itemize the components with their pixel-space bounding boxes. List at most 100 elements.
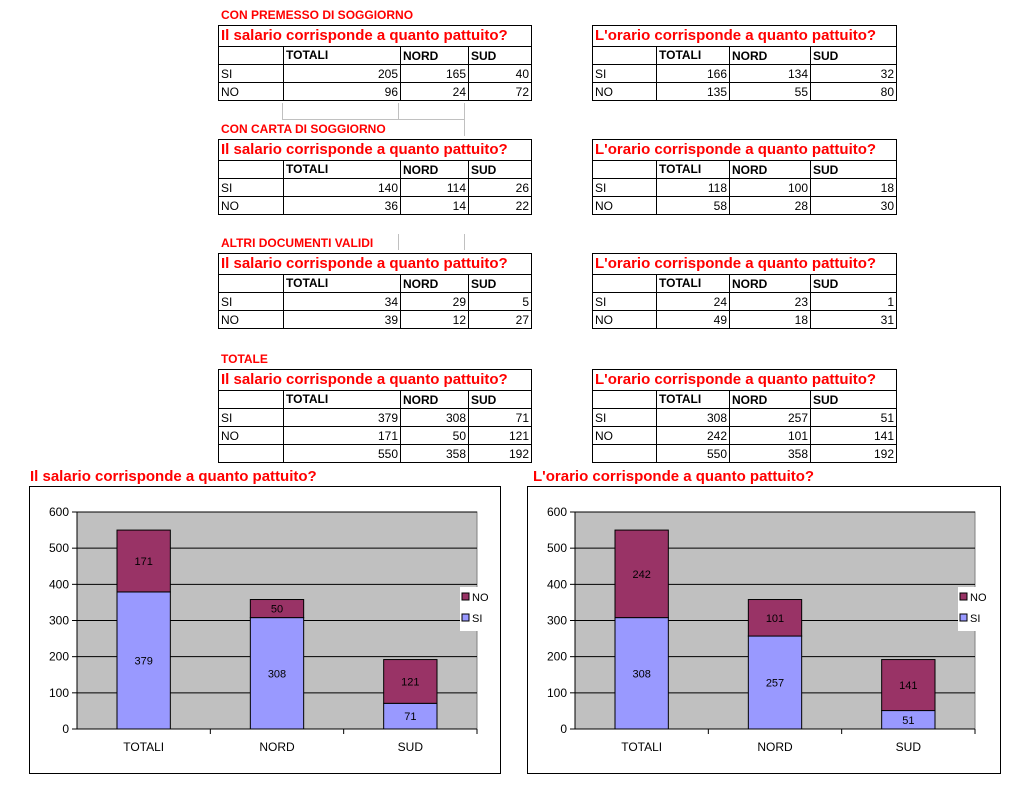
header-sud: SUD xyxy=(810,390,897,409)
orario-table-carta: L'orario corrisponde a quanto pattuito? … xyxy=(592,139,897,215)
cell-value: 12 xyxy=(400,310,469,329)
table-row: SI 118 100 18 xyxy=(592,178,897,197)
table-row: SI 34 29 5 xyxy=(218,292,532,311)
table-row: NO 49 18 31 xyxy=(592,310,897,329)
cell-value: 29 xyxy=(400,292,469,311)
cell-value: 257 xyxy=(729,408,811,427)
table-row: SI 166 134 32 xyxy=(592,64,897,83)
data-label: 171 xyxy=(134,556,152,568)
salario-table-carta: Il salario corrisponde a quanto pattuito… xyxy=(218,139,532,215)
header-nord: NORD xyxy=(400,390,469,409)
cell-value: 51 xyxy=(810,408,897,427)
y-tick-label: 400 xyxy=(49,577,69,591)
cell-value: 192 xyxy=(468,444,532,463)
cell-value: 121 xyxy=(468,426,532,445)
table-question: L'orario corrisponde a quanto pattuito? xyxy=(592,25,897,47)
header-sud: SUD xyxy=(468,160,532,179)
x-tick-label: SUD xyxy=(398,740,424,754)
table-corner-cell xyxy=(592,46,657,65)
data-label: 308 xyxy=(632,668,650,680)
header-totali: TOTALI xyxy=(656,274,730,293)
cell-value: 55 xyxy=(729,82,811,101)
section-title-carta: CON CARTA DI SOGGIORNO xyxy=(221,122,386,136)
cell-value: 22 xyxy=(468,196,532,215)
y-tick-label: 400 xyxy=(547,577,567,591)
header-totali: TOTALI xyxy=(283,46,401,65)
cell-value: 134 xyxy=(729,64,811,83)
cell-value: 72 xyxy=(468,82,532,101)
table-row: NO 135 55 80 xyxy=(592,82,897,101)
data-label: 379 xyxy=(134,655,152,667)
cell-value: 50 xyxy=(400,426,469,445)
header-totali: TOTALI xyxy=(656,46,730,65)
bar-no xyxy=(116,529,171,593)
cell-value: 165 xyxy=(400,64,469,83)
row-label: SI xyxy=(218,64,284,83)
cell-value: 114 xyxy=(400,178,469,197)
chart-orario-svg: 0 100 200 300 400 500 600 308 242 TOTALI 257 101 NOR… xyxy=(547,505,990,754)
chart-orario: 0 100 200 300 400 500 600 308 242 TOTALI 257 101 NOR… xyxy=(527,486,1001,774)
table-row: SI 308 257 51 xyxy=(592,408,897,427)
chart-title-salario: Il salario corrisponde a quanto pattuito… xyxy=(30,468,317,485)
orario-table-altri: L'orario corrisponde a quanto pattuito? … xyxy=(592,253,897,329)
table-question: L'orario corrisponde a quanto pattuito? xyxy=(592,253,897,275)
y-tick-label: 0 xyxy=(62,722,69,736)
cell-value: 140 xyxy=(283,178,401,197)
data-label: 257 xyxy=(766,678,784,690)
table-question: Il salario corrisponde a quanto pattuito… xyxy=(218,25,532,47)
header-nord: NORD xyxy=(400,46,469,65)
table-question: L'orario corrisponde a quanto pattuito? xyxy=(592,369,897,391)
table-question: Il salario corrisponde a quanto pattuito… xyxy=(218,139,532,161)
header-sud: SUD xyxy=(468,46,532,65)
header-nord: NORD xyxy=(729,390,811,409)
cell-value: 32 xyxy=(810,64,897,83)
table-row: SI 379 308 71 xyxy=(218,408,532,427)
cell-value: 39 xyxy=(283,310,401,329)
row-label: SI xyxy=(218,178,284,197)
legend-swatch xyxy=(461,592,470,601)
bar-no xyxy=(383,659,438,704)
y-tick-label: 300 xyxy=(49,614,69,628)
row-label: SI xyxy=(592,178,657,197)
cell-value: 550 xyxy=(656,444,730,463)
cell-value: 28 xyxy=(729,196,811,215)
data-label: 50 xyxy=(271,604,283,616)
cell-value: 141 xyxy=(810,426,897,445)
y-tick-label: 200 xyxy=(49,650,69,664)
cell-value: 34 xyxy=(283,292,401,311)
header-nord: NORD xyxy=(400,274,469,293)
cell-value: 24 xyxy=(400,82,469,101)
row-label: NO xyxy=(592,310,657,329)
cell-value: 58 xyxy=(656,196,730,215)
cell-value: 30 xyxy=(810,196,897,215)
row-label: SI xyxy=(592,64,657,83)
header-sud: SUD xyxy=(810,274,897,293)
bar-no xyxy=(614,529,669,619)
section-title-premesso: CON PREMESSO DI SOGGIORNO xyxy=(221,8,414,22)
row-label: SI xyxy=(592,292,657,311)
row-label: NO xyxy=(592,196,657,215)
legend-swatch xyxy=(959,613,968,622)
cell-value: 171 xyxy=(283,426,401,445)
cell-value: 550 xyxy=(283,444,401,463)
y-tick-label: 0 xyxy=(560,722,567,736)
cell-value: 101 xyxy=(729,426,811,445)
row-label xyxy=(592,444,657,463)
table-question: Il salario corrisponde a quanto pattuito… xyxy=(218,369,532,391)
cell-value: 14 xyxy=(400,196,469,215)
orario-table-premesso: L'orario corrisponde a quanto pattuito? … xyxy=(592,25,897,101)
header-sud: SUD xyxy=(810,46,897,65)
table-row: SI 140 114 26 xyxy=(218,178,532,197)
table-corner-cell xyxy=(592,274,657,293)
header-nord: NORD xyxy=(729,160,811,179)
cell-value: 1 xyxy=(810,292,897,311)
chart-salario: 0 100 200 300 400 500 600 379 171 TOTALI 308 50 NORD… xyxy=(29,486,501,774)
y-tick-label: 600 xyxy=(547,505,567,519)
header-sud: SUD xyxy=(810,160,897,179)
salario-table-altri: Il salario corrisponde a quanto pattuito… xyxy=(218,253,532,329)
table-corner-cell xyxy=(218,46,284,65)
table-row: SI 205 165 40 xyxy=(218,64,532,83)
row-label: SI xyxy=(218,408,284,427)
data-label: 308 xyxy=(268,668,286,680)
cell-value: 308 xyxy=(656,408,730,427)
